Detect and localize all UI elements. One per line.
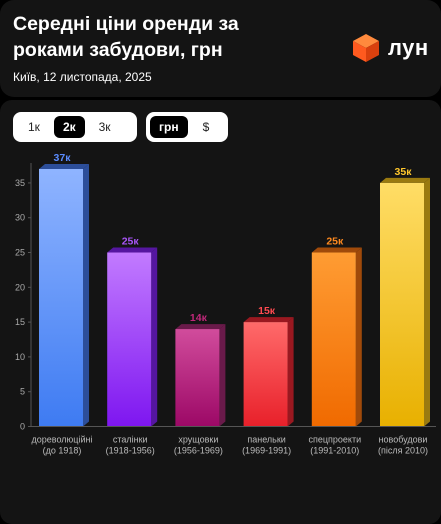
- rooms-selector: 1к 2к 3к: [13, 112, 137, 142]
- y-tick-label: 15: [15, 317, 25, 327]
- bar: [107, 252, 152, 427]
- bar: [380, 182, 424, 427]
- bar-value-label: 14к: [190, 312, 208, 324]
- bar-value-label: 25к: [326, 236, 344, 248]
- bar-side: [219, 324, 226, 427]
- y-tick-label: 30: [15, 213, 25, 223]
- rooms-3-button[interactable]: 3к: [98, 120, 111, 134]
- bar-cap: [243, 317, 294, 323]
- logo-text: лун: [388, 35, 429, 60]
- chart-card: 1к 2к 3к грн $ 0 5 10 15 20 25 30 35 37к дореволю…: [0, 100, 441, 524]
- currency-selector: грн $: [146, 112, 228, 142]
- bar-value-label: 25к: [122, 236, 140, 248]
- x-category-label: (1991-2010): [310, 446, 359, 456]
- bar: [243, 322, 288, 427]
- bar: [175, 329, 220, 427]
- bar-chart: 0 5 10 15 20 25 30 35 37к дореволюційні(до 1918) 2…: [15, 152, 436, 456]
- rooms-2-button[interactable]: 2к: [53, 116, 85, 138]
- bar-value-label: 37к: [54, 152, 72, 164]
- bar-cap: [175, 324, 226, 330]
- bar-value-label: 35к: [395, 166, 413, 178]
- bar-side: [151, 247, 158, 427]
- bar-side: [83, 164, 89, 427]
- x-category-label: хрущовки: [178, 435, 218, 445]
- x-category-label: (1969-1991): [242, 446, 291, 456]
- rooms-1-button[interactable]: 1к: [28, 120, 40, 134]
- x-category-label: дореволюційні: [32, 435, 93, 445]
- bar-side: [287, 317, 294, 427]
- header-card: Середні ціни оренди за роками забудови, …: [0, 0, 441, 97]
- x-category-label: (1956-1969): [174, 446, 223, 456]
- x-category-label: (1918-1956): [106, 446, 155, 456]
- x-category-label: (до 1918): [43, 446, 82, 456]
- x-category-label: спецпроекти: [308, 435, 361, 445]
- page-title: Середні ціни оренди за роками забудови, …: [13, 13, 239, 61]
- x-category-label: панельки: [247, 435, 285, 445]
- subtitle: Київ, 12 листопада, 2025: [13, 70, 152, 84]
- bar-cap: [380, 177, 430, 183]
- x-category-label: новобудови: [379, 435, 428, 445]
- bar-side: [355, 247, 362, 427]
- y-tick-label: 0: [20, 422, 25, 432]
- bar: [311, 252, 356, 427]
- bar-cap: [39, 164, 89, 169]
- bar-cap: [311, 247, 362, 253]
- currency-uah-button[interactable]: грн: [150, 116, 188, 138]
- bar-side: [424, 177, 430, 427]
- bar-cap: [107, 247, 158, 253]
- y-tick-label: 10: [15, 352, 25, 362]
- bar: [39, 169, 83, 427]
- x-category-label: сталінки: [113, 435, 148, 445]
- orange-cube-icon: [353, 34, 379, 62]
- currency-usd-button[interactable]: $: [202, 120, 210, 134]
- logo: лун: [352, 33, 429, 63]
- y-tick-label: 25: [15, 248, 25, 258]
- x-category-label: (після 2010): [378, 446, 428, 456]
- y-tick-label: 20: [15, 282, 25, 292]
- bar-value-label: 15к: [258, 305, 276, 317]
- y-tick-label: 5: [20, 387, 25, 397]
- y-tick-label: 35: [15, 178, 25, 188]
